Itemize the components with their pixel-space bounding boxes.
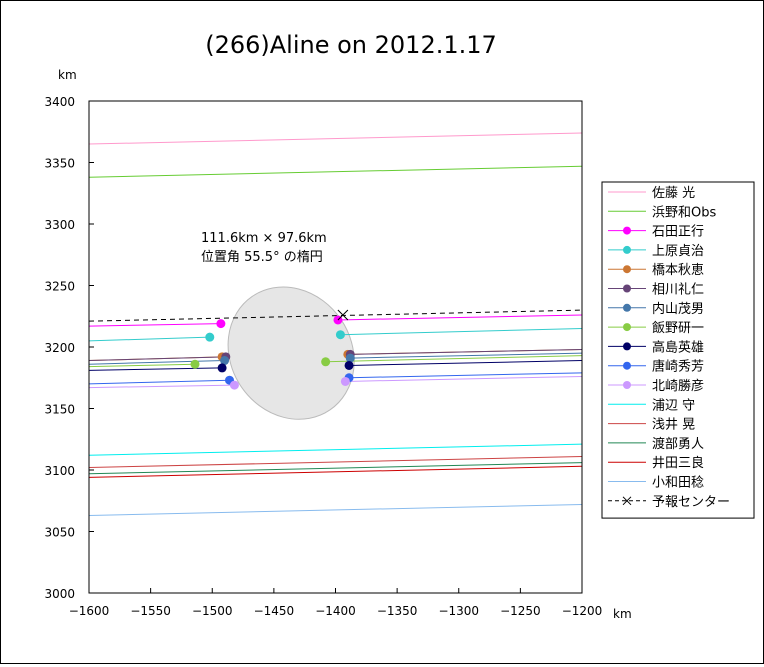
y-tick-label-9: 3400	[44, 95, 75, 109]
series-point-11-2	[340, 376, 350, 386]
series-point-4-2	[335, 330, 345, 340]
series-line-17	[89, 309, 582, 322]
series-line-7-b	[350, 352, 582, 359]
series-line-1	[89, 132, 582, 145]
series-point-8-2	[321, 357, 331, 367]
series-line-8-b	[325, 355, 582, 363]
y-tick-label-8: 3350	[44, 157, 75, 171]
y-tick-label-5: 3200	[44, 341, 75, 355]
series-line-6-b	[350, 348, 582, 355]
x-tick-label-5: −1400	[315, 604, 356, 618]
series-line-3-b	[337, 314, 582, 321]
y-tick-label-2: 3050	[44, 526, 75, 540]
series-point-3-1	[216, 319, 226, 329]
x-tick-label-1: −1600	[69, 604, 110, 618]
legend-label-14: 渡部勇人	[652, 436, 704, 452]
series-line-9-b	[349, 360, 582, 366]
y-tick-label-7: 3300	[44, 218, 75, 232]
legend-marker-8	[623, 323, 631, 332]
series-line-9-a	[89, 367, 223, 371]
legend-marker-7	[623, 303, 631, 312]
x-tick-label-6: −1350	[377, 604, 418, 618]
legend-label-17: 予報センター	[652, 495, 730, 510]
series-line-11-a	[89, 384, 235, 389]
series-point-8-1	[190, 359, 200, 369]
series-line-3-a	[89, 323, 221, 327]
series-point-9-2	[344, 360, 354, 370]
legend-label-1: 佐藤 光	[652, 186, 695, 201]
x-tick-label-3: −1500	[192, 604, 233, 618]
legend-label-9: 高島英雄	[652, 339, 704, 355]
series-line-7-a	[89, 360, 225, 365]
series-line-10-b	[349, 372, 582, 379]
series-point-7-2	[345, 353, 355, 363]
series-line-15	[89, 465, 582, 478]
series-line-14	[89, 462, 582, 475]
ellipse-size-annotation: 111.6km × 97.6km	[201, 231, 327, 246]
legend-marker-4	[623, 245, 631, 254]
legend-marker-11	[623, 381, 631, 389]
y-tick-label-4: 3150	[44, 403, 75, 417]
series-line-4-a	[89, 336, 210, 342]
series-line-16	[89, 503, 582, 517]
series-line-13	[89, 455, 582, 469]
series-point-4-1	[205, 332, 215, 342]
series-point-7-1	[220, 356, 230, 366]
y-tick-label-1: 3000	[44, 587, 75, 601]
series-line-6-a	[89, 356, 226, 362]
legend-label-12: 浦辺 守	[652, 398, 695, 413]
legend-label-6: 相川礼仁	[652, 282, 704, 298]
series-point-9-1	[217, 363, 227, 373]
series-line-8-a	[89, 363, 196, 368]
series-line-2	[89, 165, 582, 178]
legend-label-16: 小和田稔	[652, 476, 704, 491]
position-angle-annotation: 位置角 55.5° の楕円	[201, 250, 323, 265]
chart-title: (266)Aline on 2012.1.17	[205, 31, 497, 59]
series-point-11-1	[229, 380, 239, 390]
legend-label-15: 井田三良	[652, 455, 704, 471]
legend-label-3: 石田正行	[652, 225, 704, 240]
x-tick-label-9: −1200	[562, 604, 603, 618]
legend-marker-5	[623, 265, 631, 274]
y-axis-unit: km	[58, 68, 77, 82]
legend-marker-3	[623, 226, 631, 235]
y-tick-label-3: 3100	[44, 464, 75, 478]
legend-label-10: 唐崎秀芳	[652, 359, 704, 375]
legend-label-4: 上原貞治	[652, 244, 704, 259]
prediction-center-marker	[337, 309, 349, 321]
legend-label-7: 内山茂男	[652, 301, 704, 317]
legend-marker-10	[623, 361, 631, 370]
series-line-12	[89, 443, 582, 456]
x-tick-label-7: −1300	[438, 604, 479, 618]
legend-label-2: 浜野和Obs	[652, 205, 716, 220]
legend-marker-9	[623, 342, 631, 351]
x-tick-label-8: −1250	[500, 604, 541, 618]
legend-x-marker	[622, 496, 632, 506]
legend-label-5: 橋本秋恵	[652, 263, 704, 278]
x-tick-label-2: −1550	[130, 604, 171, 618]
legend-label-8: 飯野研一	[652, 321, 704, 336]
legend-marker-6	[623, 284, 631, 293]
series-line-11-b	[345, 376, 582, 382]
series-line-4-b	[340, 328, 582, 336]
x-axis-unit: km	[613, 607, 632, 621]
legend-label-13: 浅井 晃	[652, 418, 695, 433]
legend-label-11: 北崎勝彦	[652, 378, 704, 394]
series-line-10-a	[89, 379, 230, 385]
x-tick-label-4: −1450	[254, 604, 295, 618]
y-tick-label-6: 3250	[44, 280, 75, 294]
